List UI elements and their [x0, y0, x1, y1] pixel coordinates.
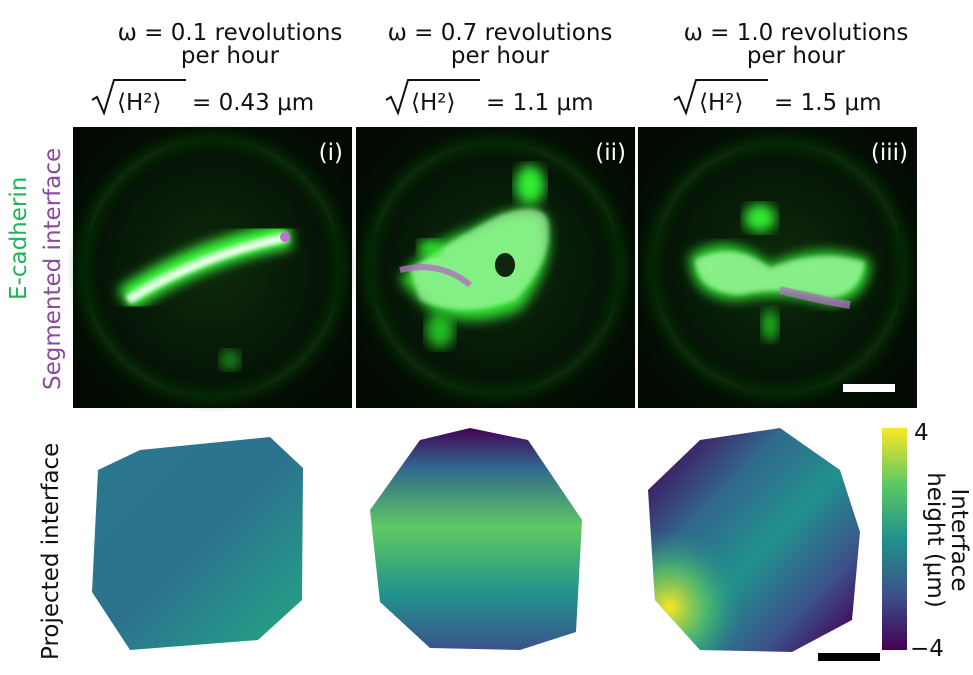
micrograph	[73, 127, 352, 408]
scale-bar	[843, 384, 895, 392]
sqrt-sign	[91, 79, 186, 116]
side-label: E-cadherin	[6, 177, 32, 300]
roughness-value: = 0.43 μm	[192, 90, 314, 116]
panel-label: (i)	[319, 140, 343, 166]
roughness-symbol: ⟨H²⟩	[117, 90, 161, 116]
sqrt-sign	[385, 79, 480, 116]
micrograph	[638, 127, 917, 408]
omega: per hour	[451, 43, 550, 69]
omega: ω = 0.1 revolutions	[118, 20, 343, 46]
height-map	[648, 428, 860, 652]
panel-label: (iii)	[871, 140, 908, 166]
colorbar-title: height (μm)	[922, 472, 948, 608]
micrograph	[356, 127, 635, 408]
roughness-value: = 1.1 μm	[486, 90, 594, 116]
omega: ω = 1.0 revolutions	[684, 20, 909, 46]
roughness-symbol: ⟨H²⟩	[699, 90, 743, 116]
height-map	[92, 437, 303, 650]
roughness-symbol: ⟨H²⟩	[411, 90, 455, 116]
omega: per hour	[747, 43, 846, 69]
side-label: Projected interface	[38, 443, 64, 660]
roughness	[91, 79, 768, 116]
sqrt-sign	[673, 79, 768, 116]
side-label: Segmented interface	[40, 148, 66, 390]
height-map	[370, 428, 582, 650]
omega: ω = 0.7 revolutions	[388, 20, 613, 46]
colorbar-min: −4	[910, 636, 944, 662]
panel-label: (ii)	[595, 140, 626, 166]
headers: ω = 0.1 revolutions per hour ω = 0.7 rev…	[118, 20, 909, 69]
colorbar	[882, 428, 907, 650]
roughness-value: = 1.5 μm	[774, 90, 882, 116]
scale-bar	[818, 653, 880, 661]
colorbar-title: Interface	[946, 489, 972, 592]
omega: per hour	[181, 43, 280, 69]
colorbar-max: 4	[914, 420, 929, 446]
